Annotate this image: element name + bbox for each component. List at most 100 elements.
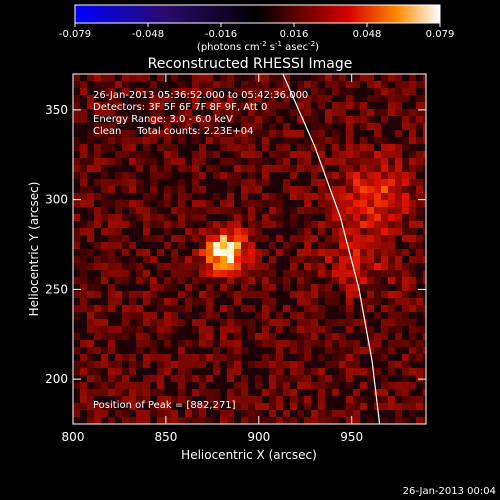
image-pixel (311, 256, 319, 264)
image-pixel (87, 291, 95, 299)
image-pixel (122, 319, 130, 327)
image-pixel (122, 284, 130, 292)
image-pixel (409, 221, 417, 229)
image-pixel (360, 333, 368, 341)
image-pixel (346, 368, 354, 376)
image-pixel (199, 221, 207, 229)
image-pixel (255, 165, 263, 173)
image-pixel (213, 375, 221, 383)
image-pixel (409, 242, 417, 250)
image-pixel (262, 95, 270, 103)
image-pixel (115, 207, 123, 215)
image-pixel (143, 375, 151, 383)
image-pixel (206, 95, 214, 103)
image-pixel (276, 389, 284, 397)
image-pixel (101, 403, 109, 411)
image-pixel (283, 151, 291, 159)
image-pixel (73, 382, 81, 390)
image-pixel (234, 256, 242, 264)
image-pixel (185, 186, 193, 194)
image-pixel (360, 102, 368, 110)
image-pixel (290, 340, 298, 348)
image-pixel (255, 235, 263, 243)
image-pixel (367, 172, 375, 180)
image-pixel (80, 410, 88, 418)
image-pixel (332, 207, 340, 215)
image-pixel (304, 200, 312, 208)
image-pixel (353, 144, 361, 152)
image-pixel (94, 81, 102, 89)
image-pixel (199, 235, 207, 243)
image-pixel (129, 144, 137, 152)
image-pixel (395, 130, 403, 138)
image-pixel (171, 179, 179, 187)
image-pixel (409, 116, 417, 124)
image-pixel (409, 417, 417, 424)
image-pixel (164, 375, 172, 383)
image-pixel (325, 256, 333, 264)
image-pixel (402, 340, 410, 348)
image-pixel (381, 130, 389, 138)
image-pixel (262, 249, 270, 257)
image-pixel (395, 375, 403, 383)
image-pixel (262, 368, 270, 376)
image-pixel (388, 326, 396, 334)
image-pixel (185, 193, 193, 201)
image-pixel (220, 256, 228, 264)
image-pixel (178, 172, 186, 180)
image-pixel (255, 88, 263, 96)
image-pixel (346, 403, 354, 411)
image-pixel (199, 242, 207, 250)
image-pixel (136, 417, 144, 424)
image-pixel (192, 410, 200, 418)
image-pixel (164, 235, 172, 243)
image-pixel (269, 221, 277, 229)
image-pixel (129, 284, 137, 292)
image-pixel (213, 354, 221, 362)
image-pixel (122, 417, 130, 424)
image-pixel (304, 375, 312, 383)
colorbar-tick-label: 0.048 (353, 29, 382, 40)
image-pixel (206, 368, 214, 376)
image-pixel (255, 179, 263, 187)
image-pixel (276, 396, 284, 404)
image-pixel (346, 74, 354, 82)
image-pixel (213, 263, 221, 271)
image-pixel (367, 74, 375, 82)
image-pixel (346, 270, 354, 278)
annotation-peak: Position of Peak = [882,271] (93, 400, 236, 411)
image-pixel (115, 165, 123, 173)
image-pixel (325, 298, 333, 306)
image-pixel (199, 277, 207, 285)
image-pixel (276, 144, 284, 152)
image-pixel (213, 333, 221, 341)
image-pixel (423, 417, 426, 424)
image-pixel (157, 326, 165, 334)
image-pixel (234, 109, 242, 117)
image-pixel (388, 88, 396, 96)
image-pixel (367, 382, 375, 390)
image-pixel (360, 368, 368, 376)
image-pixel (185, 333, 193, 341)
image-pixel (101, 172, 109, 180)
image-pixel (157, 396, 165, 404)
image-pixel (360, 249, 368, 257)
image-pixel (297, 396, 305, 404)
image-pixel (388, 270, 396, 278)
image-pixel (241, 270, 249, 278)
image-pixel (416, 284, 424, 292)
image-pixel (374, 375, 382, 383)
image-pixel (227, 74, 235, 82)
image-pixel (290, 102, 298, 110)
image-pixel (304, 417, 312, 424)
image-pixel (290, 228, 298, 236)
image-pixel (227, 109, 235, 117)
image-pixel (283, 410, 291, 418)
image-pixel (423, 242, 426, 250)
image-pixel (423, 368, 426, 376)
image-pixel (87, 221, 95, 229)
image-pixel (346, 137, 354, 145)
y-tick-label: 300 (45, 193, 68, 207)
image-pixel (73, 186, 81, 194)
